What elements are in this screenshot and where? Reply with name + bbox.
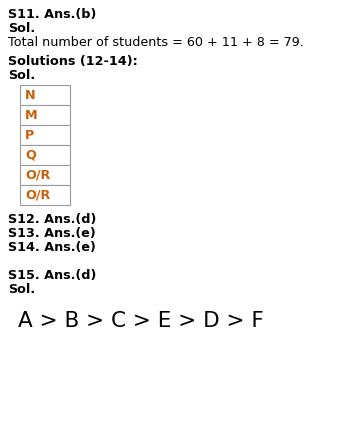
Text: S12. Ans.(d): S12. Ans.(d) xyxy=(8,213,96,226)
Text: Sol.: Sol. xyxy=(8,283,35,296)
Bar xyxy=(20,85,70,105)
Text: S13. Ans.(e): S13. Ans.(e) xyxy=(8,227,96,240)
Text: S11. Ans.(b): S11. Ans.(b) xyxy=(8,8,96,21)
Text: Q: Q xyxy=(25,148,36,162)
Text: S14. Ans.(e): S14. Ans.(e) xyxy=(8,241,96,254)
Text: S15. Ans.(d): S15. Ans.(d) xyxy=(8,269,96,282)
Text: P: P xyxy=(25,128,34,142)
Text: M: M xyxy=(25,108,37,122)
Text: Sol.: Sol. xyxy=(8,69,35,82)
Text: Total number of students = 60 + 11 + 8 = 79.: Total number of students = 60 + 11 + 8 =… xyxy=(8,36,304,49)
Text: A > B > C > E > D > F: A > B > C > E > D > F xyxy=(18,311,264,331)
Bar xyxy=(20,165,70,185)
Text: N: N xyxy=(25,88,36,102)
Bar xyxy=(20,145,70,165)
Bar xyxy=(20,185,70,205)
Text: O/R: O/R xyxy=(25,168,50,181)
Bar xyxy=(20,105,70,125)
Text: Solutions (12-14):: Solutions (12-14): xyxy=(8,55,138,68)
Text: Sol.: Sol. xyxy=(8,22,35,35)
Bar xyxy=(20,125,70,145)
Text: O/R: O/R xyxy=(25,189,50,201)
